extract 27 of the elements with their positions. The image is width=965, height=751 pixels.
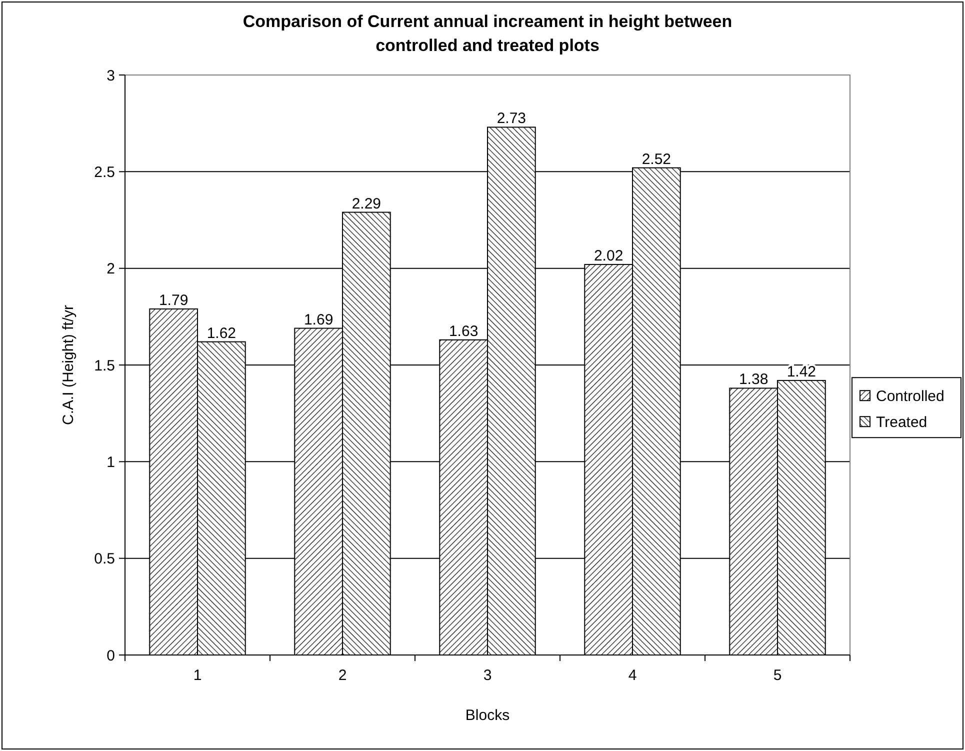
- data-label: 2.29: [352, 195, 382, 212]
- y-tick-label: 3: [106, 67, 115, 84]
- y-tick-label: 1.5: [94, 357, 115, 374]
- data-label: 1.69: [304, 311, 334, 328]
- data-label: 2.02: [594, 247, 624, 264]
- data-label: 2.73: [496, 110, 526, 128]
- y-tick-label: 1: [106, 454, 115, 471]
- y-axis-title: C.A.I (Height) ft/yr: [60, 304, 77, 426]
- x-tick-label: 4: [628, 667, 637, 684]
- data-label: 1.63: [448, 322, 478, 340]
- chart-title: Comparison of Current annual increament in height between controlled and treated plots: [242, 12, 732, 55]
- x-tick-label: 2: [338, 667, 347, 684]
- data-label: 1.38: [738, 371, 768, 388]
- data-label: 1.42: [786, 363, 816, 380]
- data-label: 2.52: [642, 150, 672, 168]
- data-label: 1.62: [206, 324, 236, 342]
- y-tick-label: 0.5: [94, 550, 115, 568]
- x-tick-label: 1: [193, 667, 202, 684]
- y-tick-label: 2.5: [94, 164, 115, 181]
- y-tick-label: 2: [106, 260, 115, 278]
- y-tick-label: 0: [106, 647, 115, 664]
- legend-label: Controlled: [876, 388, 944, 405]
- data-label: 1.79: [158, 292, 188, 309]
- x-tick-label: 5: [773, 667, 782, 684]
- x-axis-title: Blocks: [465, 707, 510, 724]
- x-tick-label: 3: [483, 667, 492, 684]
- legend-label: Treated: [876, 414, 928, 431]
